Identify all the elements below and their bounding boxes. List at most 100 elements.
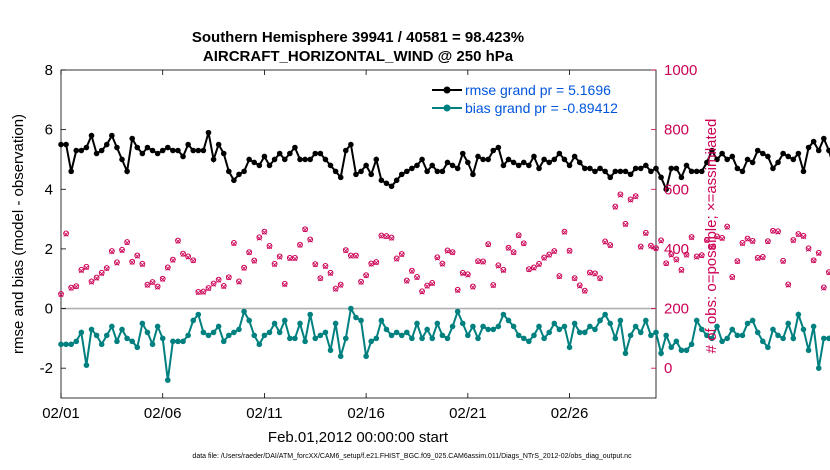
- obs-possible-marker: [180, 250, 186, 257]
- obs-possible-marker: [693, 253, 700, 260]
- bias-point: [673, 338, 680, 345]
- obs-possible-marker: [408, 267, 415, 274]
- obs-assimilated-marker: ×: [617, 191, 625, 201]
- rmse-point: [505, 156, 512, 163]
- bias-point: [149, 341, 156, 348]
- bias-point: [582, 329, 588, 336]
- obs-assimilated-marker: ×: [134, 252, 142, 262]
- bias-point: [119, 326, 125, 333]
- bias-point: [363, 353, 369, 360]
- rmse-point: [531, 153, 537, 160]
- obs-assimilated-marker: ×: [164, 264, 172, 274]
- obs-assimilated-marker: ×: [510, 249, 518, 259]
- obs-assimilated-marker: ×: [774, 228, 782, 238]
- obs-possible-marker: [353, 252, 359, 259]
- bias-point: [302, 338, 308, 345]
- bias-point: [592, 326, 598, 333]
- bias-point: [698, 326, 705, 333]
- rmse-point: [271, 156, 278, 163]
- rmse-point: [500, 162, 507, 169]
- bias-point: [531, 332, 537, 339]
- obs-count-markers: ××××××××××××××××××××××××××××××××××××××××…: [57, 191, 830, 300]
- bias-point: [439, 332, 446, 339]
- obs-possible-marker: [500, 266, 507, 273]
- bias-point: [678, 347, 685, 354]
- rmse-point: [754, 147, 761, 154]
- rmse-point: [378, 177, 385, 184]
- obs-possible-marker: [281, 280, 288, 287]
- obs-possible-marker: [470, 283, 476, 290]
- obs-possible-marker: [419, 288, 425, 295]
- obs-assimilated-marker: ×: [601, 238, 609, 248]
- rmse-point: [622, 168, 629, 175]
- rmse-point: [770, 165, 776, 172]
- obs-possible-marker: [398, 251, 405, 257]
- rmse-point: [348, 141, 354, 148]
- obs-possible-marker: [734, 258, 741, 265]
- obs-possible-marker: [480, 258, 486, 265]
- obs-assimilated-marker: ×: [393, 255, 401, 265]
- obs-assimilated-marker: ×: [235, 278, 243, 288]
- obs-assimilated-marker: ×: [271, 260, 279, 270]
- obs-possible-marker: [551, 248, 558, 254]
- obs-assimilated-marker: ×: [261, 228, 269, 238]
- obs-assimilated-marker: ×: [439, 260, 447, 270]
- bias-point: [297, 320, 303, 327]
- rmse-point: [795, 150, 802, 157]
- obs-possible-marker: [663, 260, 670, 267]
- rmse-point: [546, 159, 553, 166]
- obs-assimilated-marker: ×: [571, 275, 579, 285]
- bias-point: [612, 335, 619, 342]
- obs-possible-marker: [78, 266, 85, 273]
- bias-point: [759, 338, 766, 345]
- obs-assimilated-marker: ×: [113, 259, 121, 269]
- bias-point: [154, 323, 161, 330]
- bias-point: [688, 341, 695, 348]
- bias-point: [810, 323, 817, 330]
- bias-point: [551, 320, 558, 327]
- obs-assimilated-marker: ×: [169, 256, 177, 266]
- rmse-point: [342, 147, 349, 154]
- bias-point: [790, 335, 797, 342]
- obs-possible-marker: [68, 284, 75, 291]
- y-right-tick-label: 400: [664, 241, 689, 258]
- obs-assimilated-marker: ×: [779, 257, 787, 267]
- rmse-point: [281, 156, 288, 163]
- obs-assimilated-marker: ×: [108, 247, 116, 257]
- bias-point: [510, 323, 517, 330]
- rmse-point: [246, 156, 252, 163]
- rmse-point: [159, 147, 166, 154]
- rmse-point: [663, 186, 669, 193]
- rmse-point: [571, 153, 578, 160]
- bias-point: [765, 344, 771, 351]
- rmse-point: [678, 174, 685, 181]
- obs-possible-marker: [73, 283, 80, 290]
- rmse-point: [231, 177, 237, 184]
- obs-possible-marker: [546, 251, 553, 258]
- bias-point: [63, 341, 69, 348]
- obs-possible-marker: [459, 269, 466, 276]
- obs-assimilated-marker: ×: [805, 245, 813, 255]
- rmse-point: [480, 156, 486, 163]
- bias-point: [358, 317, 364, 324]
- rmse-point: [815, 147, 822, 154]
- rmse-point: [93, 150, 100, 157]
- obs-assimilated-marker: ×: [464, 271, 472, 281]
- rmse-point: [556, 150, 563, 157]
- x-tick-label: 02/01: [42, 405, 80, 422]
- y-left-tick-label: 0: [45, 301, 53, 318]
- obs-assimilated-marker: ×: [327, 269, 335, 279]
- obs-possible-marker: [510, 249, 517, 256]
- obs-possible-marker: [108, 248, 115, 254]
- obs-assimilated-marker: ×: [123, 239, 131, 249]
- rmse-point: [810, 138, 817, 145]
- bias-point: [388, 332, 395, 339]
- obs-possible-marker: [134, 252, 141, 259]
- bias-point: [251, 332, 258, 339]
- obs-possible-marker: [159, 275, 166, 282]
- obs-assimilated-marker: ×: [296, 241, 304, 251]
- bias-point: [281, 317, 288, 324]
- y-left-tick-label: 8: [45, 62, 53, 79]
- rmse-point: [200, 147, 207, 154]
- obs-possible-marker: [632, 193, 639, 200]
